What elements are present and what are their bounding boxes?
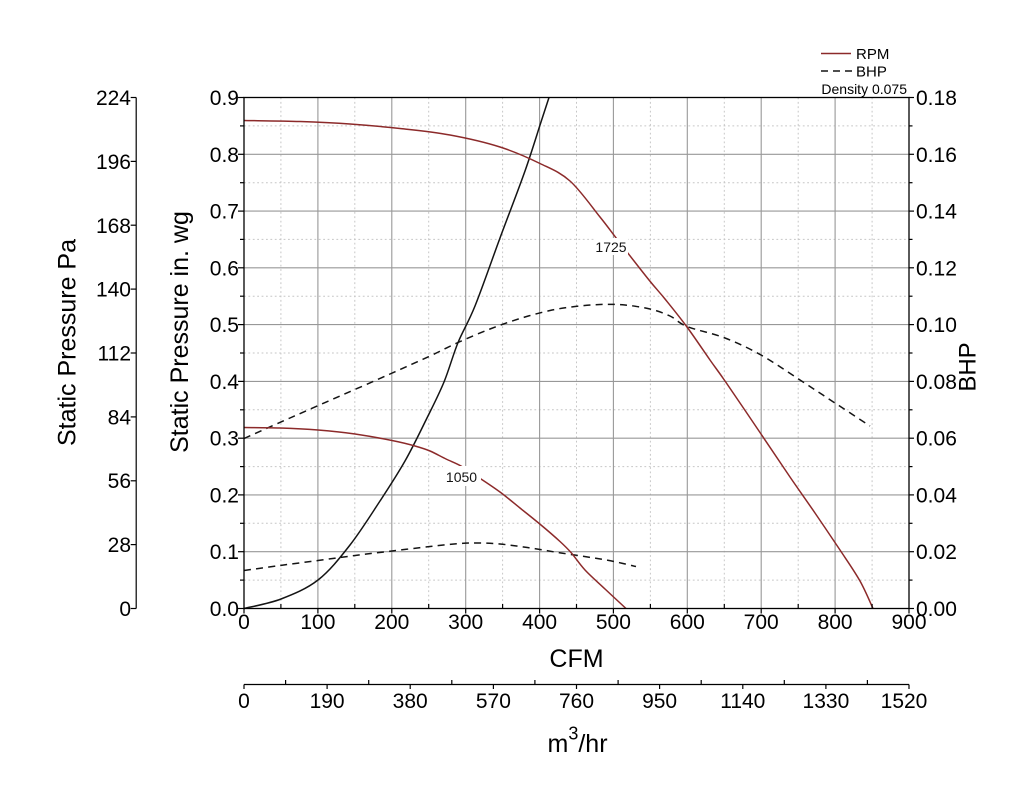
svg-text:0.14: 0.14 — [916, 201, 957, 224]
svg-text:0: 0 — [238, 690, 250, 713]
svg-text:1140: 1140 — [720, 690, 765, 713]
svg-text:0.10: 0.10 — [916, 314, 957, 337]
svg-text:900: 900 — [891, 611, 926, 634]
svg-text:0.6: 0.6 — [210, 257, 239, 280]
svg-text:0.4: 0.4 — [210, 371, 240, 394]
svg-text:CFM: CFM — [549, 645, 603, 673]
svg-text:Density 0.075: Density 0.075 — [821, 81, 907, 97]
svg-text:1050: 1050 — [446, 469, 477, 485]
svg-text:0.7: 0.7 — [210, 201, 239, 224]
svg-text:500: 500 — [596, 611, 631, 634]
svg-text:Static Pressure in. wg: Static Pressure in. wg — [166, 211, 194, 453]
svg-text:112: 112 — [98, 343, 131, 366]
svg-text:950: 950 — [642, 690, 677, 713]
svg-text:0.2: 0.2 — [210, 484, 239, 507]
svg-text:56: 56 — [108, 470, 131, 493]
svg-text:0.18: 0.18 — [916, 87, 957, 110]
svg-text:0.5: 0.5 — [210, 314, 239, 337]
svg-text:28: 28 — [108, 534, 131, 557]
svg-text:380: 380 — [393, 690, 428, 713]
svg-text:300: 300 — [448, 611, 483, 634]
svg-text:200: 200 — [374, 611, 409, 634]
svg-text:Static Pressure Pa: Static Pressure Pa — [54, 239, 82, 446]
svg-text:140: 140 — [96, 279, 131, 302]
svg-text:0.04: 0.04 — [916, 484, 957, 507]
svg-text:0.1: 0.1 — [210, 541, 239, 564]
svg-text:0: 0 — [119, 598, 131, 621]
svg-text:BHP: BHP — [856, 64, 887, 81]
svg-text:RPM: RPM — [856, 46, 889, 63]
svg-text:m3/hr: m3/hr — [548, 724, 608, 759]
svg-text:0.00: 0.00 — [916, 598, 957, 621]
svg-text:0.16: 0.16 — [916, 144, 957, 167]
svg-text:168: 168 — [96, 215, 131, 238]
svg-text:600: 600 — [670, 611, 705, 634]
svg-text:0: 0 — [238, 611, 250, 634]
svg-text:760: 760 — [559, 690, 594, 713]
svg-text:0.02: 0.02 — [916, 541, 957, 564]
svg-text:196: 196 — [96, 151, 131, 174]
svg-text:1520: 1520 — [881, 690, 928, 713]
svg-text:700: 700 — [744, 611, 779, 634]
svg-text:0.8: 0.8 — [210, 144, 239, 167]
svg-text:400: 400 — [522, 611, 557, 634]
svg-text:84: 84 — [108, 406, 132, 429]
svg-text:0.3: 0.3 — [210, 428, 239, 451]
svg-text:0.9: 0.9 — [210, 87, 239, 110]
svg-text:100: 100 — [300, 611, 335, 634]
svg-text:800: 800 — [818, 611, 853, 634]
svg-text:1330: 1330 — [803, 690, 850, 713]
svg-text:570: 570 — [476, 690, 511, 713]
svg-text:0.12: 0.12 — [916, 257, 957, 280]
svg-text:0.0: 0.0 — [210, 598, 239, 621]
svg-text:BHP: BHP — [955, 342, 982, 391]
svg-text:1725: 1725 — [595, 239, 626, 255]
svg-text:0.08: 0.08 — [916, 371, 957, 394]
svg-text:190: 190 — [310, 690, 345, 713]
svg-text:224: 224 — [96, 87, 131, 110]
svg-text:0.06: 0.06 — [916, 428, 957, 451]
